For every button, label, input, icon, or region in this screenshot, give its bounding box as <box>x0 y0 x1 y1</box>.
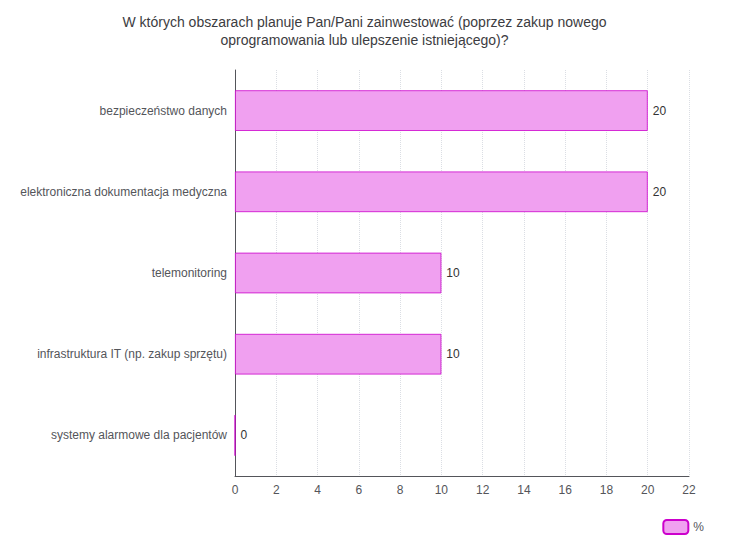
svg-text:systemy alarmowe dla pacjentów: systemy alarmowe dla pacjentów <box>51 428 227 442</box>
svg-text:telemonitoring: telemonitoring <box>152 266 227 280</box>
svg-text:16: 16 <box>559 483 573 497</box>
svg-text:2: 2 <box>273 483 280 497</box>
svg-text:18: 18 <box>600 483 614 497</box>
svg-text:10: 10 <box>435 483 449 497</box>
svg-text:20: 20 <box>653 185 667 199</box>
svg-text:14: 14 <box>517 483 531 497</box>
svg-text:elektroniczna dokumentacja med: elektroniczna dokumentacja medyczna <box>20 185 227 199</box>
svg-text:oprogramowania lub ulepszenie: oprogramowania lub ulepszenie istniejące… <box>221 32 509 48</box>
svg-text:10: 10 <box>446 266 460 280</box>
svg-text:12: 12 <box>476 483 490 497</box>
svg-text:22: 22 <box>682 483 696 497</box>
svg-text:W których obszarach planuje Pa: W których obszarach planuje Pan/Pani zai… <box>122 14 606 30</box>
svg-text:4: 4 <box>314 483 321 497</box>
svg-text:bezpieczeństwo danych: bezpieczeństwo danych <box>100 104 227 118</box>
svg-text:8: 8 <box>397 483 404 497</box>
svg-text:10: 10 <box>446 347 460 361</box>
svg-text:%: % <box>693 520 704 534</box>
svg-text:0: 0 <box>232 483 239 497</box>
svg-text:0: 0 <box>240 428 247 442</box>
svg-text:6: 6 <box>355 483 362 497</box>
svg-text:infrastruktura IT (np. zakup s: infrastruktura IT (np. zakup sprzętu) <box>37 347 227 361</box>
svg-text:20: 20 <box>641 483 655 497</box>
svg-text:20: 20 <box>653 104 667 118</box>
